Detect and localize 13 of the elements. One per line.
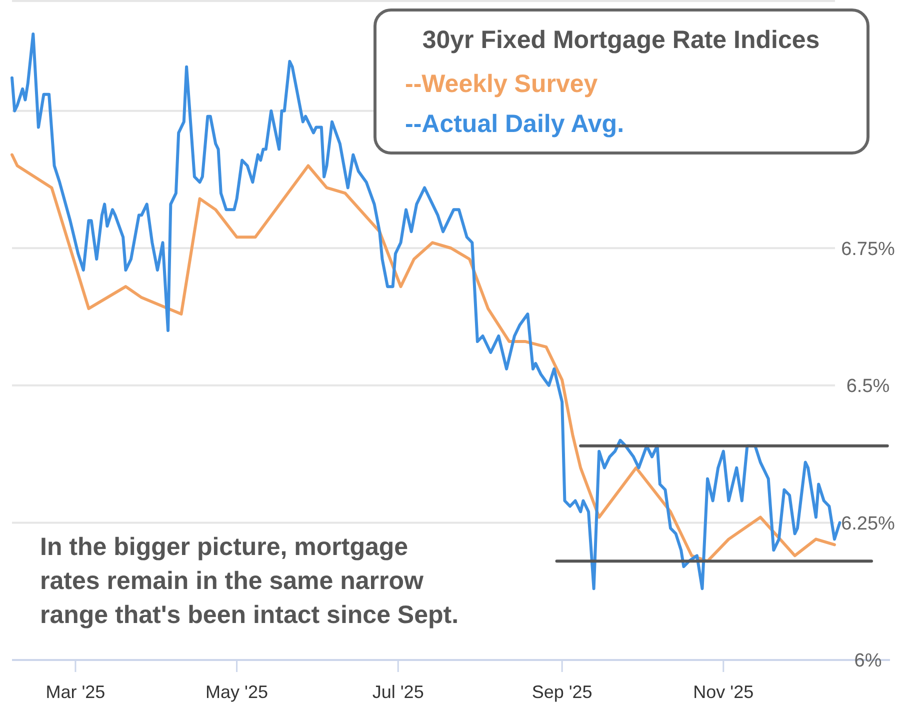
x-tick-label: Mar '25 — [46, 682, 106, 702]
x-tick-label: Jul '25 — [372, 682, 424, 702]
x-tick-label: May '25 — [206, 682, 268, 702]
legend-title: 30yr Fixed Mortgage Rate Indices — [422, 26, 820, 54]
x-tick-label: Nov '25 — [693, 682, 754, 702]
y-tick-label: 6% — [854, 650, 882, 672]
x-tick-label: Sep '25 — [532, 682, 592, 702]
annotation: In the bigger picture, mortgage rates remain in the same narrow range that's been intact since Sept. — [40, 533, 459, 629]
text: --Weekly Survey — [405, 70, 598, 98]
y-tick-label: 6.25% — [841, 513, 896, 534]
text: --Actual Daily Avg. — [405, 110, 624, 138]
y-tick-label: 6.5% — [846, 376, 890, 398]
y-tick-label: 6.75% — [841, 238, 896, 260]
